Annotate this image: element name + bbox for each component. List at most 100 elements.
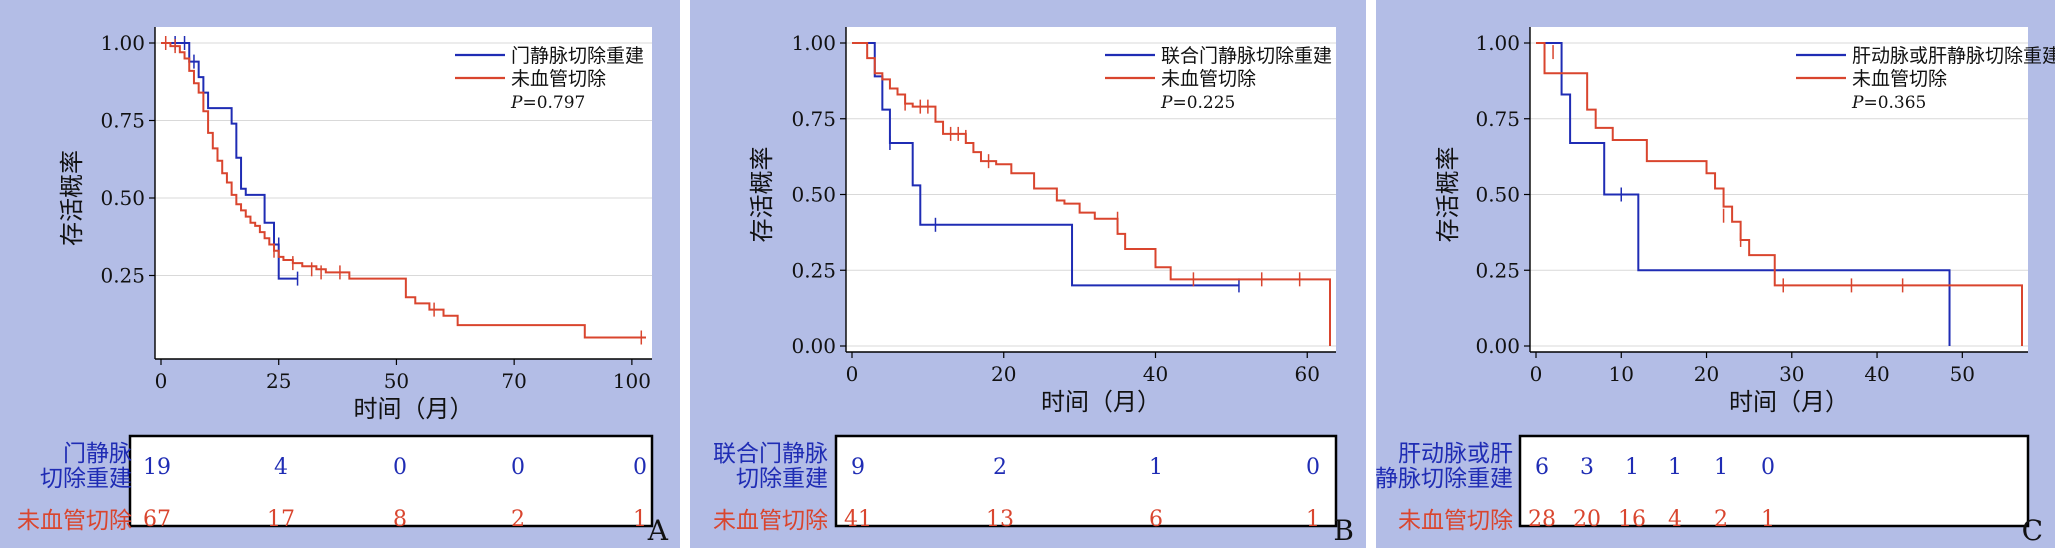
risk-value: 0: [511, 455, 525, 480]
p-value-number: =0.225: [1172, 93, 1235, 113]
risk-value: 17: [267, 507, 295, 532]
plot-area: [846, 27, 1336, 352]
x-tick-label: 50: [384, 369, 409, 393]
y-tick-label: 0.00: [1475, 334, 1520, 358]
risk-value: 19: [143, 455, 171, 480]
y-tick-label: 0.75: [791, 107, 836, 131]
p-value: P=0.225: [1160, 93, 1235, 113]
p-value: P=0.797: [510, 93, 585, 113]
y-tick-label: 1.00: [100, 31, 145, 55]
legend-label: 肝动脉或肝静脉切除重建: [1852, 45, 2055, 67]
risk-row-label: 未血管切除: [713, 508, 828, 534]
panel-label: B: [1333, 514, 1354, 547]
y-tick-label: 0.00: [791, 334, 836, 358]
risk-value: 0: [393, 455, 407, 480]
risk-value: 67: [143, 507, 171, 532]
p-value: P=0.365: [1851, 93, 1926, 113]
survival-curve: [1536, 42, 2023, 346]
legend-label: 未血管切除: [1852, 68, 1947, 90]
plot-area: [155, 27, 652, 359]
x-tick-label: 70: [501, 369, 526, 393]
legend-label: 未血管切除: [511, 68, 606, 90]
risk-row-label: 切除重建: [40, 466, 132, 492]
x-tick-label: 50: [1950, 362, 1975, 386]
risk-value: 1: [1761, 507, 1775, 532]
risk-table: [1518, 434, 2030, 528]
panel-c: 0.00 0.25 0.50 0.75 1.00 0 10 20 30 40 50 存活概率 时间（月）…: [1376, 0, 2055, 548]
p-symbol: P: [1160, 93, 1173, 113]
panel-a: 0.25 0.50 0.75 1.00 0 25 50 70 1 0 0 存活概率时间（月） 门静脉切除…: [0, 0, 680, 548]
risk-value: 28: [1528, 507, 1556, 532]
p-value-number: =0.365: [1863, 93, 1926, 113]
legend-label: 联合门静脉切除重建: [1161, 45, 1332, 67]
risk-value: 41: [844, 507, 872, 532]
risk-value: 6: [1149, 507, 1163, 532]
risk-value: 8: [393, 507, 407, 532]
x-axis-label: 时间（月）: [1729, 388, 1849, 416]
x-tick-label: 40: [1143, 362, 1168, 386]
risk-value: 1: [1306, 507, 1320, 532]
p-symbol: P: [510, 93, 523, 113]
risk-value: 2: [993, 455, 1007, 480]
x-tick-label: 25: [266, 369, 291, 393]
y-tick-label: 1.00: [1475, 31, 1520, 55]
panel-label: C: [2022, 514, 2043, 547]
legend-label: 门静脉切除重建: [511, 45, 644, 67]
risk-value: 1: [1625, 455, 1639, 480]
y-tick-label: 0.25: [791, 258, 836, 282]
x-tick-label: 60: [1295, 362, 1320, 386]
risk-value: 3: [1580, 455, 1594, 480]
survival-curve: [852, 42, 1239, 287]
x-tick-label: 20: [1694, 362, 1719, 386]
x-tick-label: 0: [1530, 362, 1543, 386]
legend-label: 未血管切除: [1161, 68, 1256, 90]
km-chart: 0.000.250.500.751.000 10 20 30 40 50存活概率时间（月）…: [1376, 27, 2055, 547]
risk-row-label: 门静脉: [63, 441, 132, 467]
risk-value: 20: [1573, 507, 1601, 532]
y-tick-label: 0.25: [100, 264, 145, 288]
x-axis-label: 时间（月）: [354, 395, 474, 423]
risk-value: 1: [1714, 455, 1728, 480]
risk-value: 2: [511, 507, 525, 532]
y-tick-label: 0.50: [791, 183, 836, 207]
x-tick-label: 0: [155, 369, 168, 393]
risk-row-label: 联合门静脉: [713, 441, 828, 467]
risk-value: 13: [986, 507, 1014, 532]
risk-value: 6: [1535, 455, 1549, 480]
survival-curve: [1536, 42, 1951, 346]
risk-row-label: 肝动脉或肝: [1398, 441, 1513, 467]
risk-value: 4: [274, 455, 288, 480]
y-axis-label: 存活概率: [58, 150, 86, 246]
y-axis-label: 存活概率: [1434, 147, 1462, 243]
x-tick-label: 20: [991, 362, 1016, 386]
x-axis-label: 时间（月）: [1041, 388, 1161, 416]
panel-label: A: [647, 514, 669, 547]
y-tick-label: 1.00: [791, 31, 836, 55]
y-tick-label: 0.75: [1475, 107, 1520, 131]
y-tick-label: 0.75: [100, 109, 145, 133]
p-symbol: P: [1851, 93, 1864, 113]
risk-value: 1: [1668, 455, 1682, 480]
risk-value: 9: [851, 455, 865, 480]
risk-value: 1: [1149, 455, 1163, 480]
survival-curve: [852, 42, 1331, 346]
y-tick-label: 0.25: [1475, 258, 1520, 282]
risk-value: 0: [1761, 455, 1775, 480]
plot-area: [1530, 27, 2028, 352]
p-value-number: =0.797: [522, 93, 585, 113]
y-tick-label: 0.50: [100, 186, 145, 210]
y-axis-label: 存活概率: [748, 147, 776, 243]
x-tick-label: 30: [1779, 362, 1804, 386]
panel-b: 0.00 0.25 0.50 0.75 1.00 0 20 40 60 存活概率时间（月） 联合门静…: [690, 0, 1366, 548]
risk-value: 1: [633, 507, 647, 532]
x-tick-label: 10: [1609, 362, 1634, 386]
risk-value: 4: [1668, 507, 1682, 532]
risk-row-label: 静脉切除重建: [1376, 466, 1513, 492]
x-tick-label: 40: [1864, 362, 1889, 386]
risk-value: 16: [1618, 507, 1646, 532]
risk-row-label: 未血管切除: [17, 508, 132, 534]
risk-value: 0: [1306, 455, 1320, 480]
risk-row-label: 未血管切除: [1398, 508, 1513, 534]
